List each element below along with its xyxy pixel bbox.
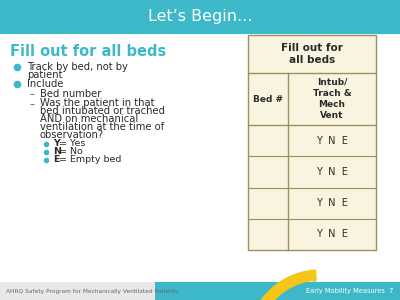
Text: –: – [30,99,35,109]
Text: Y: Y [53,140,60,148]
Text: ventilation at the time of: ventilation at the time of [40,122,164,133]
Text: Bed number: Bed number [40,89,101,99]
Text: Was the patient in that: Was the patient in that [40,98,154,109]
Text: Intub/
Trach &
Mech
Vent: Intub/ Trach & Mech Vent [313,78,351,120]
Text: Y  N  E: Y N E [316,198,348,208]
Text: = Yes: = Yes [59,140,85,148]
Text: Bed #: Bed # [253,94,283,103]
Bar [155,282,400,300]
Text: Let’s Begin...: Let’s Begin... [148,10,252,25]
Text: = Empty bed: = Empty bed [59,155,121,164]
Text: observation?: observation? [40,130,104,140]
Text: = No: = No [59,148,83,157]
Text: Track by bed, not by: Track by bed, not by [27,61,128,71]
Bar [0,282,400,300]
Text: Include: Include [27,79,64,89]
Text: Early Mobility Measures  7: Early Mobility Measures 7 [306,288,393,294]
Polygon shape [259,270,316,300]
Text: AND on mechanical: AND on mechanical [40,115,138,124]
Text: Y  N  E: Y N E [316,230,348,239]
Text: –: – [30,89,35,99]
Text: AHRQ Safety Program for Mechanically Ventilated Patients: AHRQ Safety Program for Mechanically Ven… [6,289,178,293]
Bar [0,0,400,34]
Text: Y  N  E: Y N E [316,136,348,146]
Polygon shape [280,282,317,300]
Bar [248,35,376,250]
Text: N: N [53,148,61,157]
Text: Y  N  E: Y N E [316,167,348,177]
Text: E: E [53,155,60,164]
Text: bed intubated or trached: bed intubated or trached [40,106,165,116]
Text: Fill out for all beds: Fill out for all beds [10,44,166,59]
Text: Fill out for
all beds: Fill out for all beds [281,43,343,65]
Text: patient: patient [27,70,62,80]
